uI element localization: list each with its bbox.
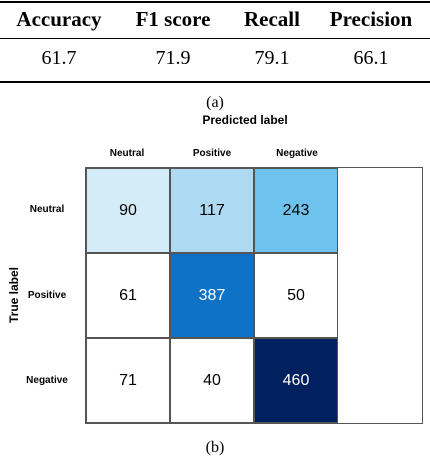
cell-negative-neutral: 71 [86, 338, 170, 423]
table-mid-rule [0, 38, 430, 39]
predicted-label-title: Predicted label [202, 113, 288, 127]
column-label-negative: Negative [276, 148, 318, 159]
value-recall: 79.1 [254, 47, 290, 69]
value-precision: 66.1 [353, 47, 389, 69]
row-label-positive: Positive [27, 290, 67, 301]
table-bottom-rule [0, 81, 430, 83]
column-label-positive: Positive [192, 148, 232, 159]
metrics-table: Accuracy F1 score Recall Precision 61.7 … [0, 0, 430, 86]
cell-neutral-neutral: 90 [86, 168, 170, 253]
cell-neutral-negative: 243 [254, 168, 338, 253]
header-recall: Recall [244, 7, 300, 31]
cell-negative-positive: 40 [170, 338, 254, 423]
cell-positive-positive: 387 [170, 253, 254, 338]
row-label-negative: Negative [26, 375, 68, 386]
value-accuracy: 61.7 [41, 47, 77, 69]
value-f1-score: 71.9 [155, 47, 191, 69]
caption-b: (b) [205, 439, 225, 456]
table-top-rule [0, 1, 430, 3]
cell-positive-negative: 50 [254, 253, 338, 338]
cell-positive-neutral: 61 [86, 253, 170, 338]
caption-a: (a) [206, 94, 224, 111]
cell-neutral-positive: 117 [170, 168, 254, 253]
header-accuracy: Accuracy [16, 7, 102, 31]
column-label-neutral: Neutral [109, 148, 145, 159]
cell-negative-negative: 460 [254, 338, 338, 423]
row-label-neutral: Neutral [29, 204, 65, 215]
header-f1-score: F1 score [135, 7, 211, 31]
confusion-matrix-grid: 90 117 243 61 387 50 71 40 460 [85, 167, 423, 424]
header-precision: Precision [329, 7, 413, 31]
